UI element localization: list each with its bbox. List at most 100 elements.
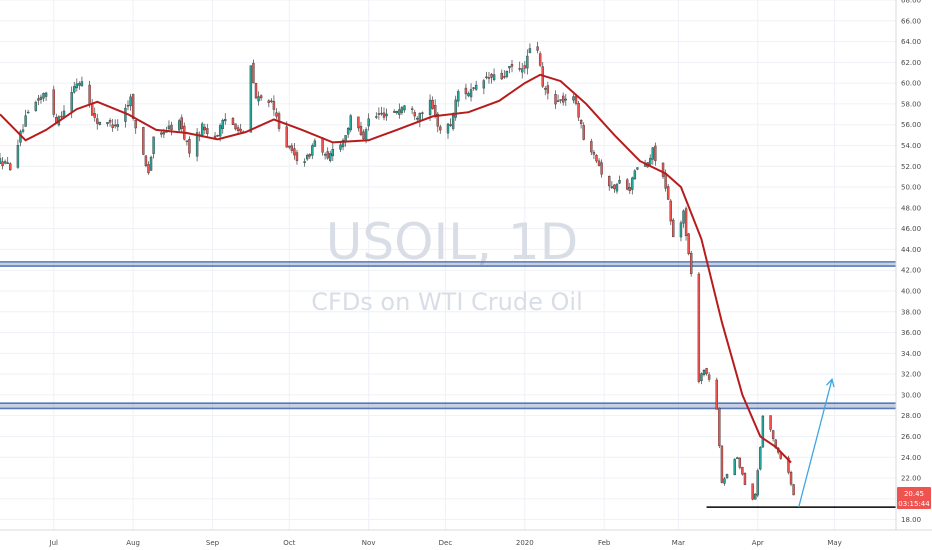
candle-body: [736, 457, 739, 459]
candle-body: [272, 101, 276, 110]
candle-body: [93, 113, 96, 118]
candle-body: [572, 96, 575, 101]
candle-body: [421, 112, 424, 114]
candle-body: [482, 80, 486, 89]
x-tick-label: Sep: [206, 539, 220, 547]
y-tick-label: 54.00: [901, 142, 921, 150]
candle-body: [600, 162, 603, 175]
candle-body: [608, 175, 611, 187]
candle-body: [682, 210, 685, 224]
candle-body: [707, 374, 711, 380]
plot-background: [0, 0, 896, 530]
candle-body: [503, 76, 506, 78]
candle-body: [149, 156, 153, 171]
grid: [0, 0, 896, 530]
candle-body: [403, 105, 406, 111]
y-tick-label: 44.00: [901, 246, 921, 254]
candle-body: [288, 145, 291, 148]
candle-body: [106, 122, 109, 125]
x-tick-label: Jul: [49, 539, 59, 547]
candle-body: [434, 105, 437, 116]
y-tick-label: 38.00: [901, 308, 921, 316]
candle-body: [490, 73, 493, 78]
candle-body: [113, 124, 117, 127]
candle-body: [254, 82, 258, 99]
candle-body: [436, 113, 439, 127]
y-tick-label: 24.00: [901, 454, 921, 462]
y-tick-label: 56.00: [901, 121, 921, 129]
x-tick-label: 2020: [516, 539, 534, 547]
candle-body: [518, 68, 521, 70]
candle-body: [188, 138, 191, 154]
candle-body: [439, 126, 442, 131]
candle-body: [331, 148, 334, 157]
candle-body: [672, 219, 675, 238]
candle-body: [626, 179, 629, 190]
candle-body: [792, 484, 795, 496]
candle-body: [474, 84, 478, 90]
candle-body: [152, 136, 155, 154]
candle-body: [293, 148, 296, 156]
candle-body: [738, 457, 742, 468]
candle-body: [78, 83, 81, 86]
candle-body: [134, 120, 137, 129]
candle-body: [26, 111, 30, 114]
candle-body: [577, 103, 580, 118]
candle-body: [162, 132, 166, 135]
candle-body: [290, 145, 294, 151]
candle-body: [39, 96, 43, 100]
candlesticks: [0, 41, 795, 501]
candle-body: [528, 48, 532, 53]
candle-body: [741, 466, 744, 475]
candle-body: [167, 125, 171, 130]
price-axis[interactable]: [896, 0, 932, 550]
candle-body: [633, 170, 637, 180]
candle-body: [556, 100, 560, 102]
candle-body: [303, 161, 306, 163]
last-price-badge: 20.45 03:15:44: [897, 487, 931, 509]
candle-body: [521, 68, 524, 73]
candle-body: [679, 222, 683, 238]
candle-body: [311, 145, 314, 156]
candle-body: [341, 139, 345, 148]
y-tick-label: 30.00: [901, 391, 921, 399]
candle-body: [613, 184, 616, 190]
candle-body: [308, 154, 311, 157]
x-tick-label: Feb: [598, 539, 611, 547]
candle-body: [754, 493, 757, 500]
x-tick-label: Mar: [672, 539, 685, 547]
projection-arrow[interactable]: [798, 379, 833, 508]
candle-body: [252, 62, 255, 84]
candle-body: [651, 147, 654, 160]
candle-body: [306, 155, 309, 160]
candle-body: [451, 115, 455, 129]
candle-body: [170, 124, 173, 131]
candle-body: [582, 125, 585, 140]
candle-body: [96, 118, 99, 124]
candle-body: [467, 93, 470, 97]
candle-body: [52, 89, 55, 115]
zone-band: [0, 261, 896, 267]
candle-body: [80, 81, 84, 87]
candle-body: [144, 155, 148, 167]
candle-body: [147, 164, 150, 174]
y-tick-label: 22.00: [901, 475, 921, 483]
candle-body: [505, 70, 509, 77]
candle-body: [661, 162, 665, 177]
candle-body: [428, 99, 432, 115]
candle-body: [769, 415, 772, 430]
y-tick-label: 50.00: [901, 184, 921, 192]
y-tick-label: 58.00: [901, 100, 921, 108]
candle-body: [231, 118, 235, 125]
x-tick-label: Oct: [283, 539, 295, 547]
candle-body: [275, 112, 278, 117]
y-tick-label: 48.00: [901, 204, 921, 212]
candle-body: [771, 430, 775, 439]
candle-body: [73, 86, 76, 93]
candle-body: [687, 233, 690, 254]
candle-body: [234, 123, 237, 130]
last-price-badge-bg: [897, 487, 931, 509]
candle-body: [431, 100, 434, 109]
